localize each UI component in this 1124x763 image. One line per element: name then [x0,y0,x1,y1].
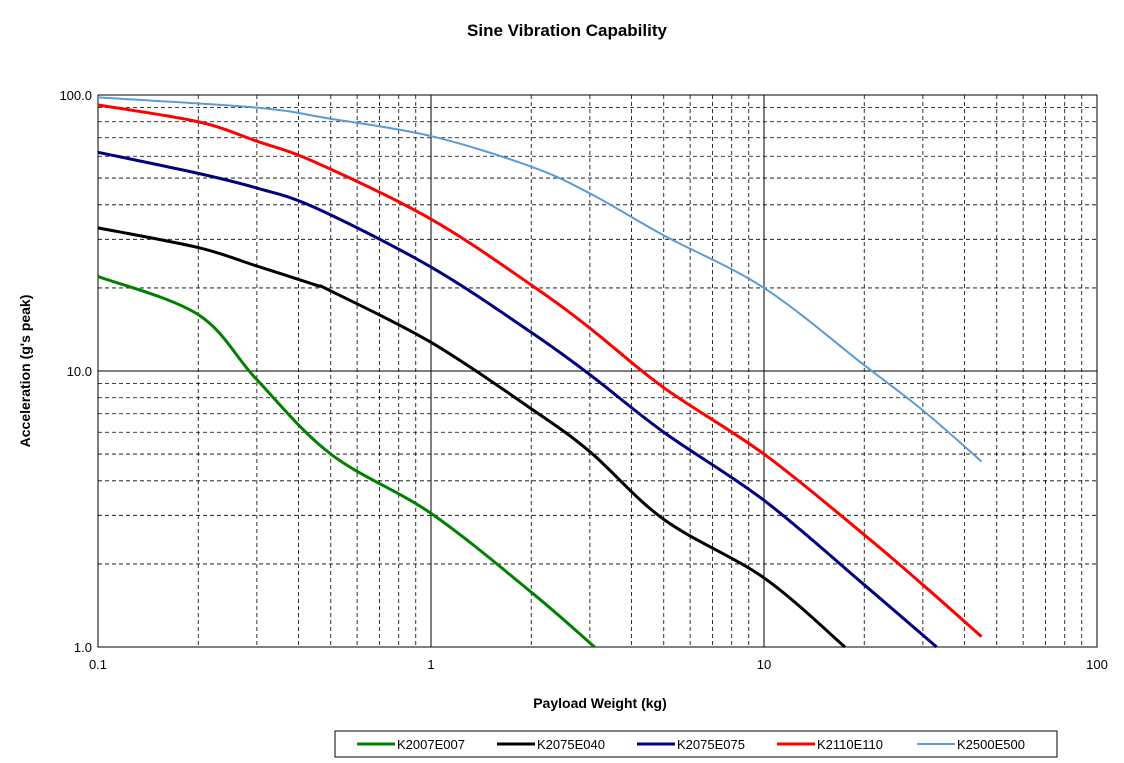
chart-title: Sine Vibration Capability [467,21,667,40]
legend-label: K2110E110 [817,737,883,752]
x-tick-label: 100 [1086,657,1108,672]
series-line-k2075e040 [97,226,846,649]
y-axis-label: Acceleration (g's peak) [17,295,33,448]
x-tick-label: 0.1 [89,657,107,672]
legend-label: K2075E075 [677,737,745,752]
tick-labels: 0.1 1 10 100 1.0 10.0 100.0 [59,88,1107,672]
legend-label: K2007E007 [397,737,465,752]
x-tick-label: 10 [757,657,771,672]
y-tick-label: 100.0 [59,88,92,103]
series-line-k2007e007 [97,275,596,649]
legend: K2007E007 K2075E040 K2075E075 K2110E110 K250… [357,737,1025,752]
y-tick-label: 10.0 [67,364,92,379]
series-line-k2500e500 [97,96,983,463]
series-line-k2075e075 [97,150,938,649]
legend-label: K2075E040 [537,737,605,752]
legend-label: K2500E500 [957,737,1025,752]
series-line-k2110e110 [97,103,983,638]
grid [97,94,1098,648]
y-tick-label: 1.0 [74,640,92,655]
x-axis-label: Payload Weight (kg) [533,695,667,711]
plot-area-border [97,94,1098,648]
x-tick-label: 1 [427,657,434,672]
series-lines [97,96,983,649]
